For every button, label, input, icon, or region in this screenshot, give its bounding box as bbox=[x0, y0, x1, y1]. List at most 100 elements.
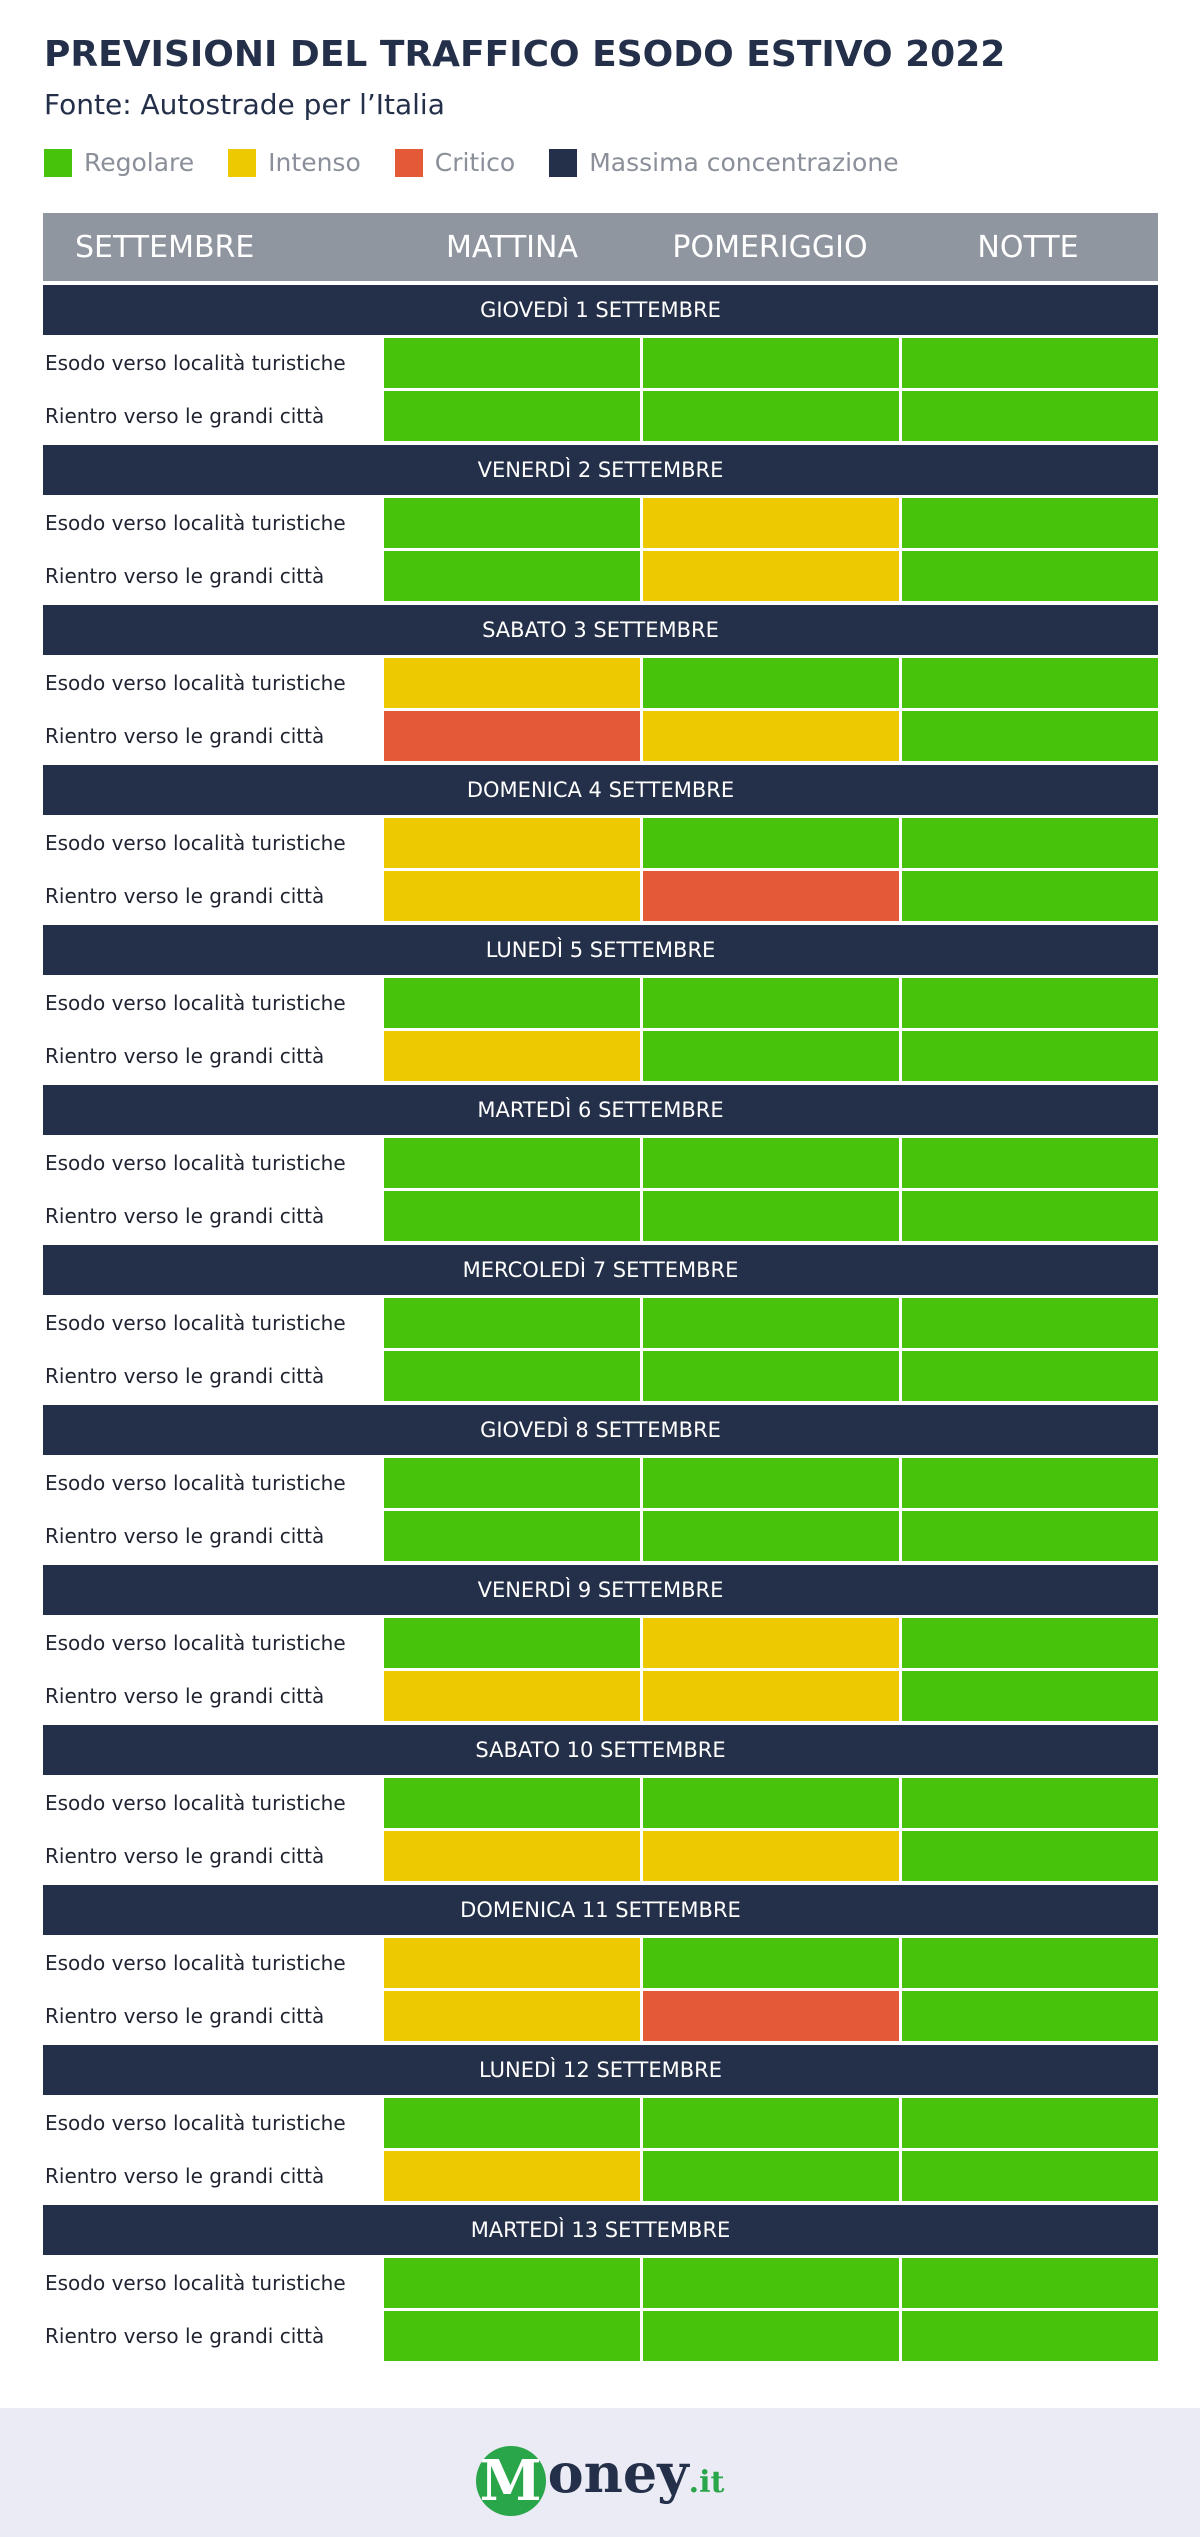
traffic-cell-notte bbox=[902, 1031, 1158, 1081]
day-header: LUNEDÌ 5 SETTEMBRE bbox=[43, 925, 1158, 975]
table-header: SETTEMBRE MATTINA POMERIGGIO NOTTE bbox=[43, 213, 1158, 281]
day-block: LUNEDÌ 5 SETTEMBRE Esodo verso località t… bbox=[43, 925, 1158, 1081]
traffic-cell-notte bbox=[902, 1671, 1158, 1721]
legend-label: Massima concentrazione bbox=[589, 148, 899, 177]
legend-item: Intenso bbox=[228, 148, 361, 177]
table-row: Esodo verso località turistiche bbox=[43, 1938, 1158, 1988]
column-header-morning: MATTINA bbox=[445, 229, 578, 265]
table-row: Rientro verso le grandi città bbox=[43, 1191, 1158, 1241]
day-block: MARTEDÌ 6 SETTEMBRE Esodo verso località … bbox=[43, 1085, 1158, 1241]
traffic-cell-pomeriggio bbox=[643, 1778, 899, 1828]
row-label-rientro: Rientro verso le grandi città bbox=[45, 2164, 325, 2188]
day-block: MARTEDÌ 13 SETTEMBRE Esodo verso località… bbox=[43, 2205, 1158, 2361]
traffic-cell-pomeriggio bbox=[643, 391, 899, 441]
traffic-cell-mattina bbox=[384, 2098, 640, 2148]
traffic-cell-mattina bbox=[384, 1778, 640, 1828]
table-row: Esodo verso località turistiche bbox=[43, 658, 1158, 708]
traffic-cell-notte bbox=[902, 818, 1158, 868]
traffic-cell-notte bbox=[902, 711, 1158, 761]
day-header: MARTEDÌ 6 SETTEMBRE bbox=[43, 1085, 1158, 1135]
traffic-cell-pomeriggio bbox=[643, 1458, 899, 1508]
table-row: Rientro verso le grandi città bbox=[43, 551, 1158, 601]
traffic-cell-pomeriggio bbox=[643, 1031, 899, 1081]
table-row: Esodo verso località turistiche bbox=[43, 818, 1158, 868]
row-label-rientro: Rientro verso le grandi città bbox=[45, 1684, 325, 1708]
traffic-cell-mattina bbox=[384, 1351, 640, 1401]
row-label-rientro: Rientro verso le grandi città bbox=[45, 2324, 325, 2348]
traffic-cell-notte bbox=[902, 2151, 1158, 2201]
traffic-cell-mattina bbox=[384, 1031, 640, 1081]
row-label-esodo: Esodo verso località turistiche bbox=[45, 2111, 346, 2135]
row-label-rientro: Rientro verso le grandi città bbox=[45, 1204, 325, 1228]
day-header: GIOVEDÌ 8 SETTEMBRE bbox=[43, 1405, 1158, 1455]
traffic-cell-pomeriggio bbox=[643, 658, 899, 708]
table-row: Esodo verso località turistiche bbox=[43, 338, 1158, 388]
column-header-month: SETTEMBRE bbox=[75, 229, 255, 265]
day-header: MERCOLEDÌ 7 SETTEMBRE bbox=[43, 1245, 1158, 1295]
traffic-cell-pomeriggio bbox=[643, 338, 899, 388]
table-row: Rientro verso le grandi città bbox=[43, 1991, 1158, 2041]
table-row: Esodo verso località turistiche bbox=[43, 1458, 1158, 1508]
traffic-cell-mattina bbox=[384, 2151, 640, 2201]
traffic-cell-mattina bbox=[384, 551, 640, 601]
traffic-cell-mattina bbox=[384, 1138, 640, 1188]
traffic-cell-pomeriggio bbox=[643, 1511, 899, 1561]
legend-swatch bbox=[549, 148, 578, 177]
row-label-esodo: Esodo verso località turistiche bbox=[45, 511, 346, 535]
traffic-cell-pomeriggio bbox=[643, 871, 899, 921]
traffic-cell-notte bbox=[902, 1458, 1158, 1508]
legend-label: Critico bbox=[434, 148, 516, 177]
traffic-table: SETTEMBRE MATTINA POMERIGGIO NOTTE GIOVE… bbox=[43, 213, 1158, 2365]
row-label-rientro: Rientro verso le grandi città bbox=[45, 404, 325, 428]
table-row: Rientro verso le grandi città bbox=[43, 1351, 1158, 1401]
traffic-cell-pomeriggio bbox=[643, 1138, 899, 1188]
traffic-cell-pomeriggio bbox=[643, 1191, 899, 1241]
traffic-cell-notte bbox=[902, 1831, 1158, 1881]
traffic-cell-pomeriggio bbox=[643, 2151, 899, 2201]
day-block: DOMENICA 4 SETTEMBRE Esodo verso località… bbox=[43, 765, 1158, 921]
row-label-rientro: Rientro verso le grandi città bbox=[45, 724, 325, 748]
day-block: GIOVEDÌ 8 SETTEMBRE Esodo verso località … bbox=[43, 1405, 1158, 1561]
traffic-cell-pomeriggio bbox=[643, 818, 899, 868]
row-label-esodo: Esodo verso località turistiche bbox=[45, 1951, 346, 1975]
day-header: MARTEDÌ 13 SETTEMBRE bbox=[43, 2205, 1158, 2255]
traffic-cell-mattina bbox=[384, 1511, 640, 1561]
traffic-cell-pomeriggio bbox=[643, 2311, 899, 2361]
row-label-rientro: Rientro verso le grandi città bbox=[45, 1044, 325, 1068]
traffic-cell-mattina bbox=[384, 498, 640, 548]
row-label-rientro: Rientro verso le grandi città bbox=[45, 564, 325, 588]
row-label-rientro: Rientro verso le grandi città bbox=[45, 884, 325, 908]
day-block: GIOVEDÌ 1 SETTEMBRE Esodo verso località … bbox=[43, 285, 1158, 441]
day-block: LUNEDÌ 12 SETTEMBRE Esodo verso località … bbox=[43, 2045, 1158, 2201]
row-label-esodo: Esodo verso località turistiche bbox=[45, 1311, 346, 1335]
traffic-cell-notte bbox=[902, 391, 1158, 441]
traffic-cell-notte bbox=[902, 978, 1158, 1028]
row-label-esodo: Esodo verso località turistiche bbox=[45, 991, 346, 1015]
logo-m-circle: M bbox=[475, 2445, 546, 2516]
legend: Regolare Intenso Critico Massima concentraz… bbox=[44, 148, 933, 177]
traffic-cell-pomeriggio bbox=[643, 2258, 899, 2308]
row-label-esodo: Esodo verso località turistiche bbox=[45, 1151, 346, 1175]
traffic-cell-notte bbox=[902, 1618, 1158, 1668]
traffic-cell-notte bbox=[902, 1511, 1158, 1561]
column-header-night: NOTTE bbox=[977, 229, 1079, 265]
traffic-cell-pomeriggio bbox=[643, 498, 899, 548]
traffic-cell-pomeriggio bbox=[643, 1618, 899, 1668]
traffic-cell-mattina bbox=[384, 1298, 640, 1348]
table-row: Rientro verso le grandi città bbox=[43, 871, 1158, 921]
traffic-cell-mattina bbox=[384, 1618, 640, 1668]
legend-item: Massima concentrazione bbox=[549, 148, 899, 177]
traffic-cell-notte bbox=[902, 1138, 1158, 1188]
legend-swatch bbox=[394, 148, 423, 177]
table-row: Esodo verso località turistiche bbox=[43, 1618, 1158, 1668]
traffic-cell-notte bbox=[902, 1938, 1158, 1988]
logo-text: oney bbox=[547, 2440, 689, 2505]
table-row: Esodo verso località turistiche bbox=[43, 978, 1158, 1028]
traffic-cell-notte bbox=[902, 2311, 1158, 2361]
traffic-cell-mattina bbox=[384, 1458, 640, 1508]
traffic-cell-notte bbox=[902, 2098, 1158, 2148]
traffic-cell-mattina bbox=[384, 1671, 640, 1721]
table-row: Esodo verso località turistiche bbox=[43, 498, 1158, 548]
traffic-cell-notte bbox=[902, 1298, 1158, 1348]
table-row: Esodo verso località turistiche bbox=[43, 1138, 1158, 1188]
